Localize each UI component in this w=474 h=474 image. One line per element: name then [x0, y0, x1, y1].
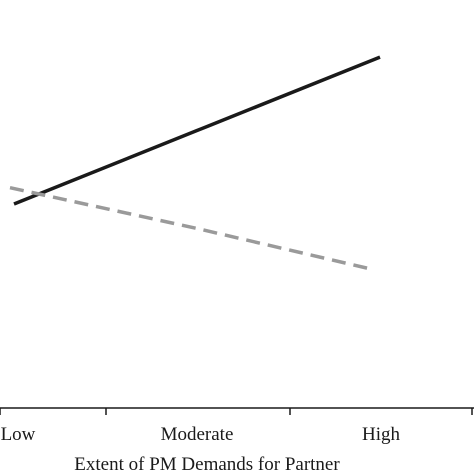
x-axis-title: Extent of PM Demands for Partner [74, 454, 340, 474]
x-tick-label: Moderate [161, 424, 234, 445]
series-line-dashed [9, 185, 373, 271]
x-tick-label: Low [1, 424, 36, 445]
x-ticks: Low Moderate High [0, 408, 473, 445]
series-line-solid [13, 55, 381, 206]
x-tick-label: High [362, 424, 401, 445]
series-layer [9, 55, 381, 271]
